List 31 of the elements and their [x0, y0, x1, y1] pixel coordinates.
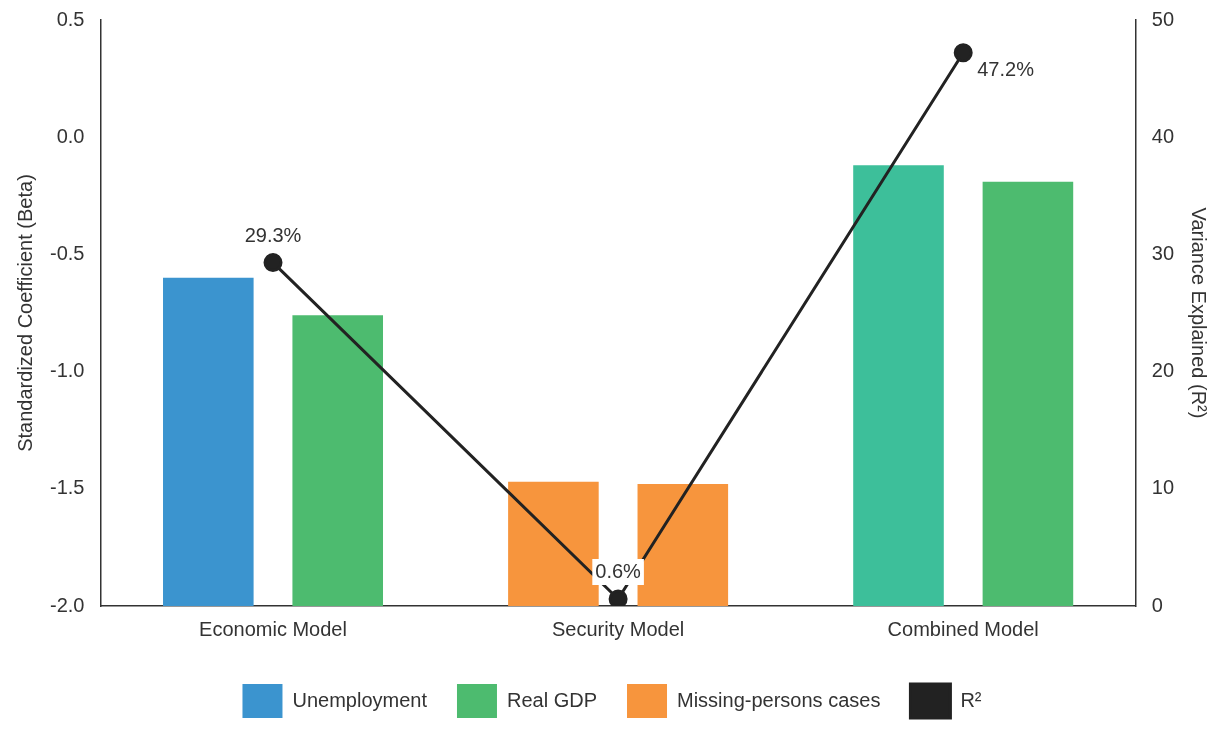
- y2-tick-label: 30: [1151, 241, 1174, 264]
- y2-tick-label: 0: [1151, 593, 1163, 616]
- bar: [292, 315, 384, 606]
- data-label: 29.3%: [244, 224, 302, 247]
- y2-tick-label: 50: [1151, 7, 1174, 30]
- y-axis-title: Standardized Coefficient (Beta): [13, 174, 36, 452]
- x-tick-label: Combined Model: [887, 617, 1039, 640]
- y-tick-label: -2.0: [49, 593, 85, 616]
- legend-label: Unemployment: [292, 688, 428, 711]
- y-tick-label: -0.5: [49, 241, 85, 264]
- y-tick-label: 0.0: [56, 124, 85, 147]
- y-tick-label: 0.5: [56, 7, 85, 30]
- x-tick-label: Economic Model: [199, 617, 347, 640]
- legend-label: Missing-persons cases: [677, 688, 881, 711]
- x-tick-label: Security Model: [551, 617, 685, 640]
- y2-tick-label: 40: [1151, 124, 1174, 147]
- y-tick-label: -1.5: [49, 476, 85, 499]
- legend-label: R²: [960, 688, 982, 711]
- y2-tick-label: 20: [1151, 359, 1174, 382]
- y2-tick-label: 10: [1151, 476, 1174, 499]
- data-label: 0.6%: [595, 560, 642, 583]
- legend-label: Real GDP: [506, 688, 598, 711]
- data-label: 47.2%: [977, 58, 1035, 81]
- bar: [163, 277, 254, 606]
- point: [953, 43, 973, 63]
- point: [263, 253, 283, 273]
- point: [608, 589, 628, 606]
- bar: [853, 165, 944, 606]
- y-tick-label: -1.0: [49, 359, 85, 382]
- y2-axis-title: Variance Explained (R²): [1188, 207, 1211, 419]
- bar: [982, 181, 1074, 606]
